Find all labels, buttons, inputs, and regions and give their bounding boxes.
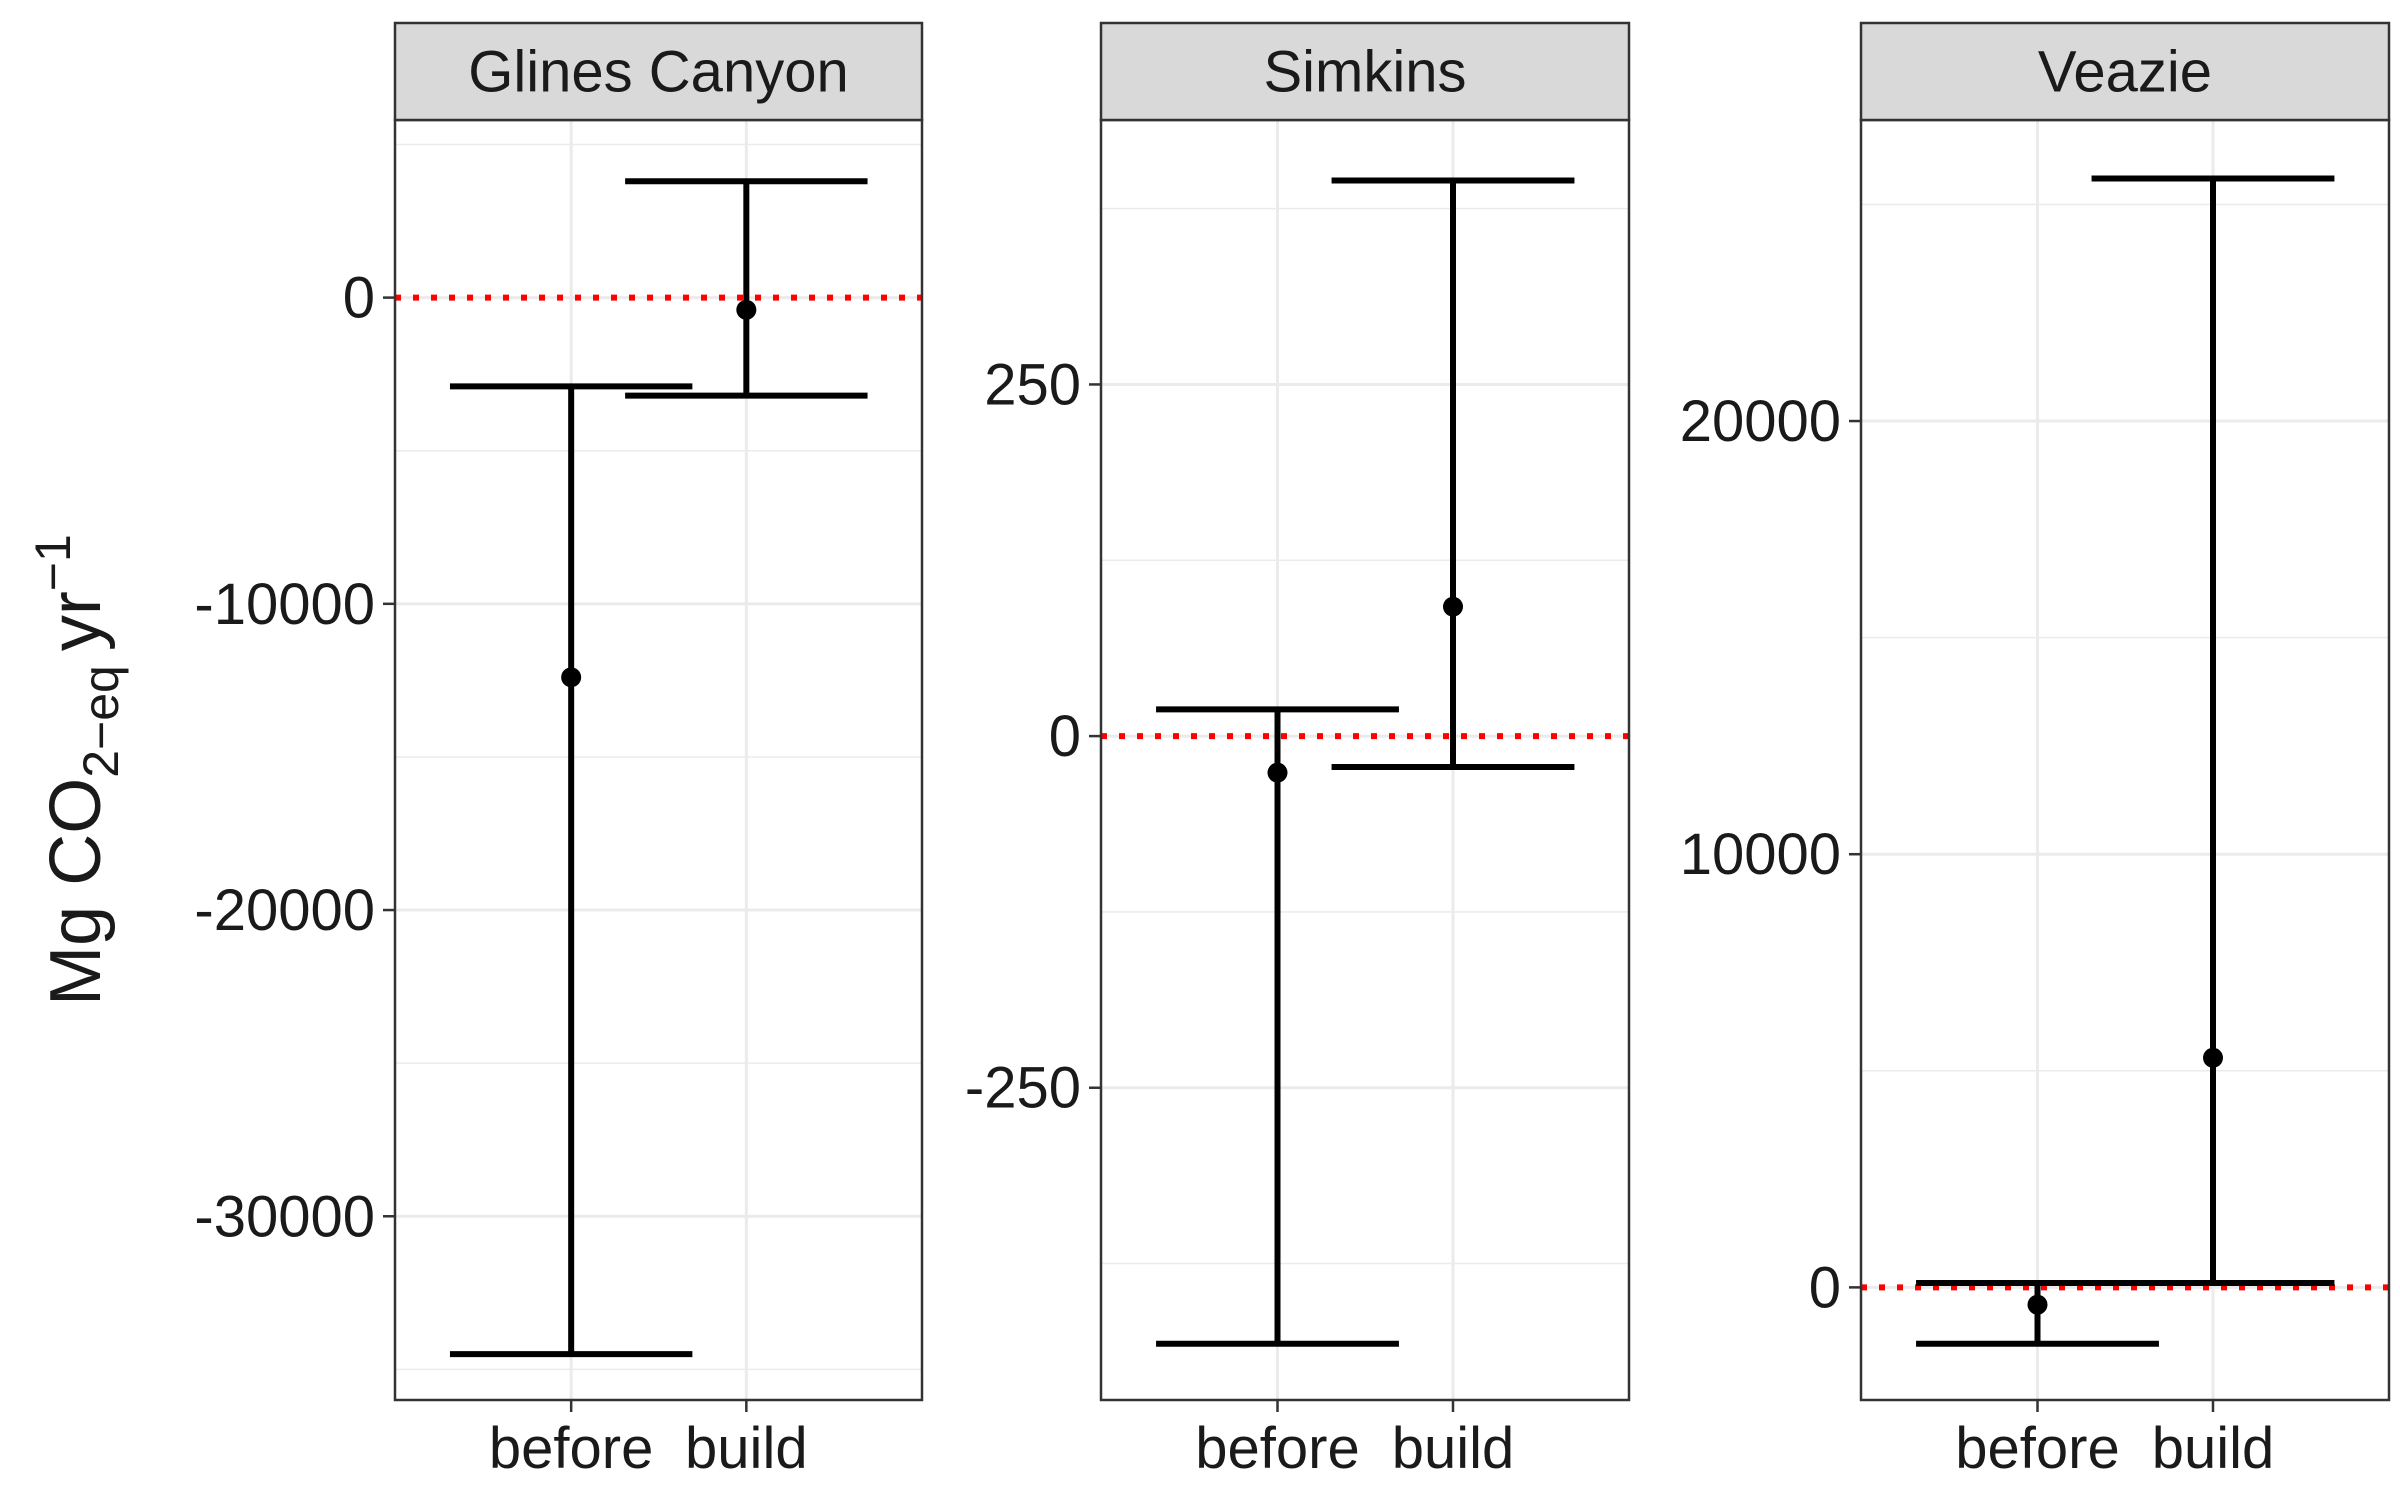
y-axis-title-subscript: 2−eq — [73, 665, 129, 778]
errorbar-before — [1156, 706, 1399, 1347]
facet-strip — [393, 21, 924, 122]
panel-background — [1861, 120, 2389, 1400]
mean-point — [1443, 596, 1463, 617]
facet-strip-label: Glines Canyon — [468, 40, 848, 105]
y-tick-label: -10000 — [194, 572, 375, 637]
y-tick-label: 0 — [1049, 704, 1081, 769]
svg-text:Mg CO2−eqyr−1: Mg CO2−eq yr−1 — [25, 534, 129, 1006]
errorbar-before — [449, 383, 693, 1358]
panel-1: Simkins 250 0 -250 before build — [965, 21, 1631, 1481]
panel-0: Glines Canyon 0 -10000 -20000 -30000 before bu… — [194, 21, 924, 1481]
mean-point — [2203, 1047, 2223, 1068]
y-tick-label: -30000 — [194, 1184, 375, 1249]
mean-point — [2027, 1294, 2048, 1315]
y-tick-label: -20000 — [194, 878, 375, 943]
x-tick-label: build — [1392, 1416, 1515, 1481]
y-tick-label: -250 — [965, 1056, 1081, 1121]
mean-point — [736, 299, 757, 320]
facet-strip-label: Veazie — [2038, 40, 2212, 105]
facet-strip — [1099, 21, 1631, 122]
y-tick-label: 250 — [984, 352, 1081, 417]
errorbar-build — [2091, 175, 2335, 1287]
x-tick-label: build — [2152, 1416, 2275, 1481]
errorbar-build — [1331, 177, 1575, 771]
y-axis-title-unit: yr — [36, 591, 116, 651]
x-tick-label: before — [1955, 1416, 2119, 1481]
y-tick-label: 0 — [343, 266, 375, 331]
panel-background — [395, 120, 922, 1400]
y-tick-label: 10000 — [1680, 822, 1841, 887]
x-tick-label: build — [685, 1416, 808, 1481]
facet-strip-label: Simkins — [1263, 40, 1466, 105]
y-tick-label: 0 — [1809, 1255, 1841, 1320]
panel-2: Veazie 20000 10000 0 before build — [1680, 21, 2391, 1481]
y-axis-title-main: Mg CO — [36, 778, 116, 1006]
errorbar-build — [625, 178, 868, 399]
facet-strip — [1859, 21, 2391, 122]
panels-group: Glines Canyon 0 -10000 -20000 -30000 before bu… — [194, 21, 2391, 1481]
mean-point — [561, 667, 582, 688]
panel-background — [1101, 120, 1629, 1400]
y-tick-label: 20000 — [1680, 389, 1841, 454]
y-axis-title: Mg CO2−eq yr−1 — [25, 534, 129, 1006]
y-axis-title-superscript: −1 — [25, 534, 81, 591]
mean-point — [1267, 762, 1288, 783]
x-tick-label: before — [1195, 1416, 1359, 1481]
x-tick-label: before — [489, 1416, 653, 1481]
